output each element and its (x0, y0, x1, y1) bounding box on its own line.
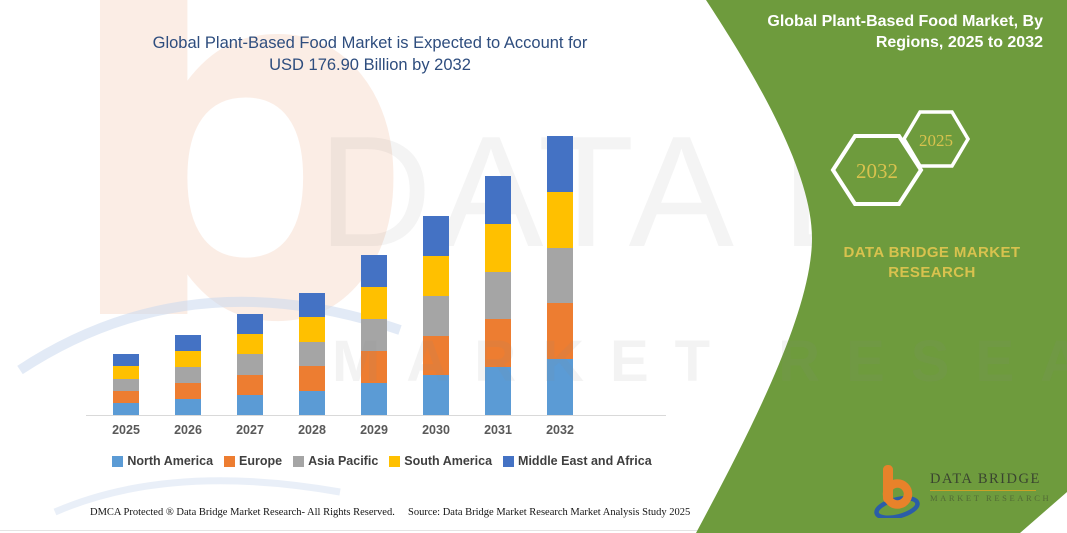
bar-segment (485, 367, 511, 415)
bar-segment (485, 271, 511, 320)
bar-segment (299, 341, 325, 367)
bar-segment (485, 319, 511, 368)
bar-column-2032 (547, 135, 573, 415)
x-axis-label: 2032 (546, 423, 574, 437)
bar-segment (175, 383, 201, 400)
source-note: Source: Data Bridge Market Research Mark… (408, 507, 691, 518)
x-axis-label: 2030 (422, 423, 450, 437)
bar-segment (547, 359, 573, 415)
legend-item: Europe (224, 454, 282, 468)
panel-brand-line1: DATA BRIDGE MARKET (843, 244, 1021, 261)
bar-segment (485, 223, 511, 272)
bar-segment (485, 176, 511, 224)
x-axis-label: 2025 (112, 423, 140, 437)
bar-column-2028 (299, 292, 325, 415)
chart-title-line1: Global Plant-Based Food Market is Expect… (152, 34, 588, 52)
bar-segment (423, 335, 449, 376)
legend-item: Asia Pacific (293, 454, 378, 468)
bar-segment (237, 394, 263, 415)
bar-segment (423, 216, 449, 257)
bar-segment (237, 374, 263, 395)
bar-column-2026 (175, 335, 201, 415)
x-axis-label: 2026 (174, 423, 202, 437)
bar-column-2025 (113, 354, 139, 415)
dmca-notice: DMCA Protected ® Data Bridge Market Rese… (90, 507, 395, 518)
panel-heading: Global Plant-Based Food Market, By Regio… (713, 12, 1043, 54)
hexagon-badge-2025: 2025 (901, 110, 971, 168)
bar-segment (113, 390, 139, 403)
bar-segment (423, 256, 449, 296)
logo-name: DATA BRIDGE (930, 471, 1041, 487)
bar-segment (361, 351, 387, 383)
panel-heading-line2: Regions, 2025 to 2032 (875, 33, 1043, 51)
legend-swatch (503, 455, 515, 467)
bar-segment (547, 303, 573, 360)
databridge-logo-text: DATA BRIDGE MARKET RESEARCH (930, 464, 1051, 503)
bar-segment (113, 366, 139, 379)
legend-swatch (224, 455, 236, 467)
hexagon-2032-label: 2032 (856, 159, 898, 183)
logo-gold-divider (930, 490, 1036, 491)
bar-segment (423, 375, 449, 415)
bar-segment (547, 247, 573, 304)
bar-segment (299, 317, 325, 342)
legend: North America Europe Asia Pacific South Ame… (62, 454, 702, 468)
x-axis-label: 2028 (298, 423, 326, 437)
x-axis-line (86, 415, 666, 416)
bar-segment (361, 319, 387, 351)
legend-label: Middle East and Africa (518, 454, 652, 468)
databridge-logo: DATA BRIDGE MARKET RESEARCH (874, 464, 1051, 518)
chart-title: Global Plant-Based Food Market is Expect… (70, 33, 670, 77)
bar-segment (175, 351, 201, 368)
bar-segment (547, 191, 573, 248)
x-axis-label: 2029 (360, 423, 388, 437)
legend-label: Asia Pacific (308, 454, 379, 468)
bar-column-2030 (423, 216, 449, 415)
bar-segment (175, 399, 201, 415)
panel-brand-text: DATA BRIDGE MARKET RESEARCH (820, 243, 1044, 284)
bar-segment (237, 334, 263, 355)
bar-segment (175, 367, 201, 384)
panel-heading-line1: Global Plant-Based Food Market, By (767, 13, 1043, 30)
databridge-logo-icon (874, 465, 920, 518)
bar-segment (113, 354, 139, 367)
legend-label: South America (404, 454, 493, 468)
bar-column-2029 (361, 255, 387, 415)
x-axis-label: 2031 (484, 423, 512, 437)
legend-item: South America (389, 454, 492, 468)
bar-segment (423, 295, 449, 336)
bar-segment (113, 378, 139, 391)
bar-segment (113, 402, 139, 415)
legend-swatch (389, 455, 401, 467)
hexagon-2025-label: 2025 (919, 131, 953, 150)
legend-label: Europe (239, 454, 283, 468)
legend-item: North America (112, 454, 213, 468)
legend-swatch (293, 455, 305, 467)
logo-subtext: MARKET RESEARCH (930, 493, 1052, 503)
bar-segment (299, 366, 325, 391)
plot-area (88, 130, 666, 415)
bar-segment (361, 255, 387, 287)
bar-segment (361, 287, 387, 319)
bar-column-2027 (237, 314, 263, 415)
hexagon-badge-2032: 2032 (830, 134, 924, 206)
chart-title-line2: USD 176.90 Billion by 2032 (269, 55, 471, 74)
x-axis-label: 2027 (236, 423, 264, 437)
bar-segment (237, 314, 263, 335)
bottom-divider (0, 530, 707, 531)
legend-label: North America (127, 454, 214, 468)
legend-swatch (112, 455, 124, 467)
bar-segment (237, 354, 263, 375)
bar-segment (361, 383, 387, 415)
bar-column-2031 (485, 176, 511, 415)
panel-brand-line2: RESEARCH (888, 264, 976, 282)
bar-segment (547, 135, 573, 192)
legend-item: Middle East and Africa (503, 454, 652, 468)
bar-segment (175, 335, 201, 352)
bar-segment (299, 292, 325, 318)
bar-segment (299, 390, 325, 415)
